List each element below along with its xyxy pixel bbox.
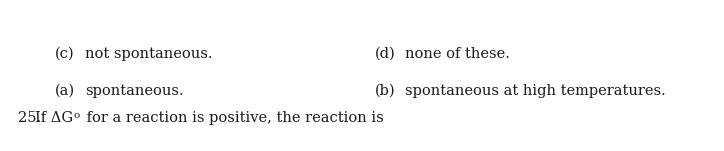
Text: If ΔG: If ΔG xyxy=(35,111,73,125)
Text: o: o xyxy=(74,111,80,119)
Text: for a reaction is positive, the reaction is: for a reaction is positive, the reaction… xyxy=(82,111,384,125)
Text: (a): (a) xyxy=(55,84,75,98)
Text: (b): (b) xyxy=(375,84,395,98)
Text: spontaneous at high temperatures.: spontaneous at high temperatures. xyxy=(405,84,666,98)
Text: spontaneous.: spontaneous. xyxy=(85,84,184,98)
Text: not spontaneous.: not spontaneous. xyxy=(85,47,213,61)
Text: (c): (c) xyxy=(55,47,75,61)
Text: none of these.: none of these. xyxy=(405,47,510,61)
Text: 25.: 25. xyxy=(18,111,41,125)
Text: (d): (d) xyxy=(375,47,396,61)
